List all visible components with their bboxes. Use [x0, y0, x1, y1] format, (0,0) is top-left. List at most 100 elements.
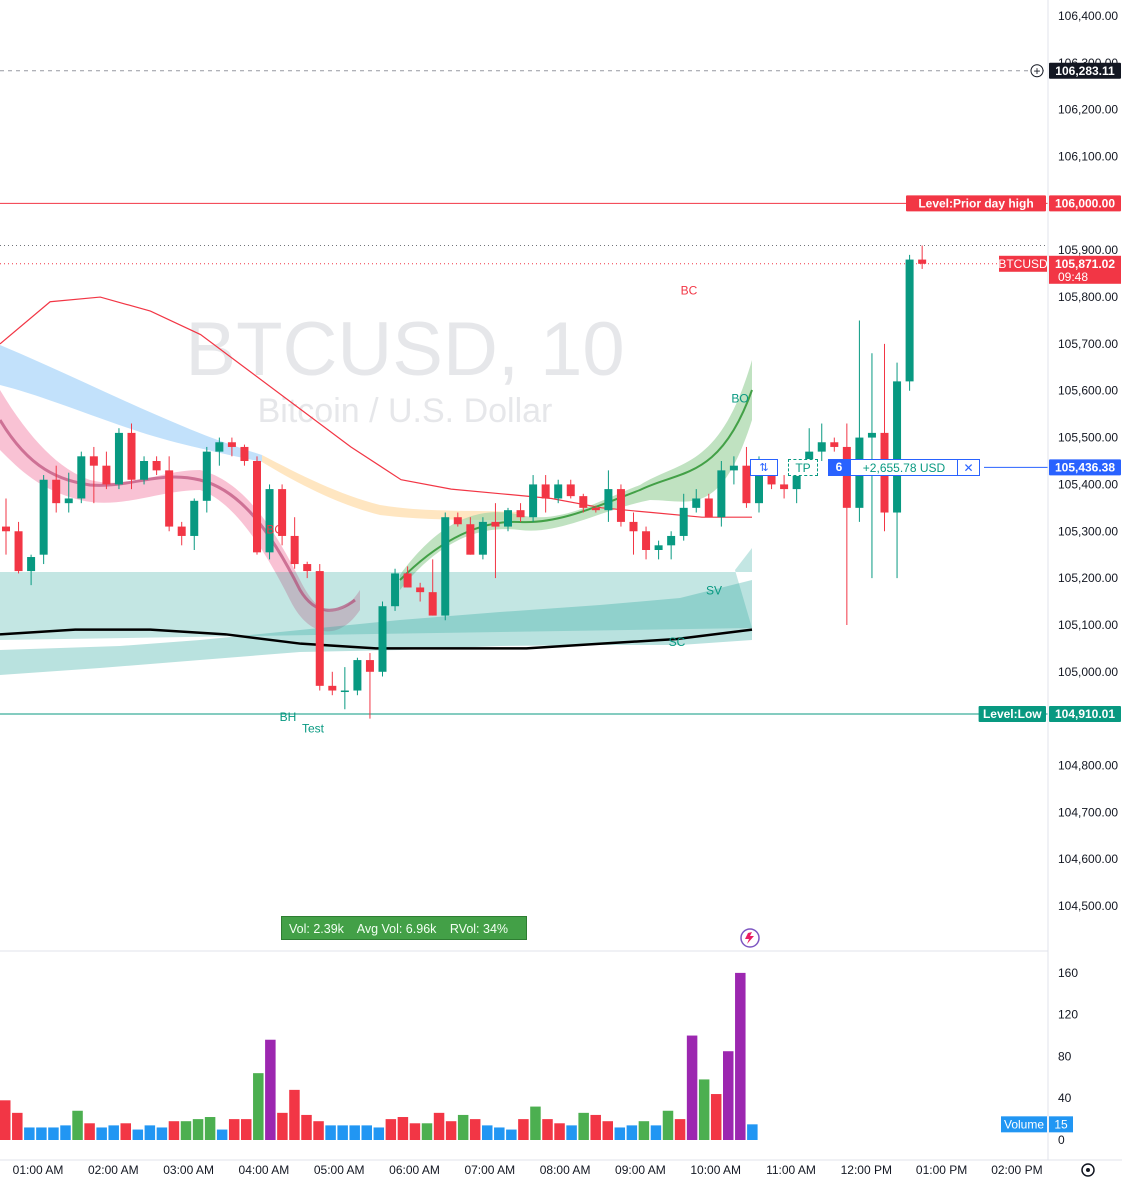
candle-body: [14, 531, 23, 572]
avg-vol-value: Avg Vol: 6.96k: [356, 922, 437, 936]
candle-body: [265, 489, 274, 553]
candle-body: [842, 446, 851, 508]
price-tick-label: 106,400.00: [1058, 9, 1118, 23]
volume-bar: [277, 1112, 288, 1140]
volume-bar: [674, 1119, 686, 1140]
teal-cloud-lower: [0, 580, 752, 675]
price-tick-label: 105,700.00: [1058, 337, 1118, 351]
candle-body: [165, 470, 174, 527]
signal-label: SC: [669, 635, 686, 649]
candle-body: [566, 484, 575, 497]
candle-body: [817, 442, 826, 452]
candle-body: [102, 465, 111, 485]
candle-body: [64, 498, 73, 504]
signal-label: Test: [302, 722, 325, 736]
time-tick-label: 09:00 AM: [615, 1163, 666, 1177]
volume-bar: [457, 1114, 469, 1140]
candle-body: [604, 489, 613, 511]
candle-body: [642, 531, 651, 550]
watermark-description: Bitcoin / U.S. Dollar: [258, 392, 553, 430]
time-tick-label: 06:00 AM: [389, 1163, 440, 1177]
signal-label: BC: [681, 284, 698, 298]
volume-axis[interactable]: 160 120 80 40 0: [1058, 966, 1078, 1147]
candle-body: [391, 573, 400, 607]
symbol-tag: BTCUSD: [998, 257, 1048, 271]
gear-icon[interactable]: [1081, 1163, 1095, 1177]
candle-body: [629, 521, 638, 532]
volume-bar: [265, 1039, 276, 1140]
volume-bar: [373, 1127, 385, 1140]
plus-sign: +: [1033, 64, 1040, 78]
plus-circle-icon: [1030, 64, 1044, 78]
volume-bar: [108, 1125, 119, 1140]
signal-label: BO: [731, 391, 748, 405]
candle-body: [554, 484, 563, 499]
time-tick-label: 03:00 AM: [163, 1163, 214, 1177]
volume-bar: [180, 1121, 192, 1140]
volume-bar: [686, 1035, 698, 1140]
volume-value-label: 15: [1054, 1117, 1068, 1131]
candle-body: [215, 442, 224, 452]
blue-cloud-band: [0, 345, 262, 462]
candle-body: [541, 484, 550, 499]
price-axis[interactable]: 106,400.00106,300.00106,200.00106,100.00…: [1058, 9, 1118, 913]
orange-cloud-band: [262, 455, 520, 520]
time-tick-label: 02:00 AM: [88, 1163, 139, 1177]
price-tick-label: 105,500.00: [1058, 431, 1118, 445]
time-axis[interactable]: 01:00 AM 02:00 AM 03:00 AM 04:00 AM 05:00 AM…: [13, 1163, 1043, 1177]
candle-body: [190, 500, 199, 536]
lightning-icon[interactable]: [740, 928, 760, 948]
position-quantity: 6: [828, 459, 850, 476]
price-tick-label: 105,600.00: [1058, 384, 1118, 398]
candle-body: [679, 507, 688, 536]
candle-body: [717, 470, 726, 518]
price-tick-label: 105,100.00: [1058, 618, 1118, 632]
candle-body: [905, 259, 914, 382]
candle-body: [428, 592, 437, 616]
volume-bar: [120, 1123, 131, 1140]
rvol-value: RVol: 34%: [449, 922, 509, 936]
volume-bar: [421, 1123, 433, 1140]
symbol-tag-bg: [999, 255, 1047, 272]
volume-bar: [24, 1127, 35, 1140]
volume-bar: [361, 1125, 372, 1140]
level-price-label-bg: [1049, 705, 1121, 722]
volume-bar: [349, 1125, 360, 1140]
volume-value-bg: [1049, 1116, 1073, 1133]
candle-body: [303, 564, 312, 572]
level-price-label-bg: [1049, 195, 1121, 212]
volume-bar: [397, 1117, 409, 1140]
candle-body: [441, 517, 450, 616]
candle-body: [755, 465, 763, 504]
price-tick-label: 106,100.00: [1058, 150, 1118, 164]
volume-bar: [48, 1127, 59, 1140]
volume-bar: [747, 1124, 758, 1140]
candle-body: [805, 451, 814, 466]
volume-info-box: Vol: 2.39k Avg Vol: 6.96k RVol: 34%: [281, 916, 527, 940]
position-line-widget[interactable]: ⇅ TP 6 +2,655.78 USD ✕: [750, 459, 980, 476]
candle-body: [579, 496, 588, 508]
volume-bar: [735, 972, 746, 1140]
volume-bar: [445, 1121, 457, 1140]
candle-body: [692, 498, 701, 508]
volume-bar: [36, 1127, 47, 1140]
time-tick-label: 04:00 AM: [239, 1163, 290, 1177]
volume-bar: [325, 1125, 336, 1140]
take-profit-button[interactable]: TP: [788, 459, 818, 476]
volume-bar: [638, 1121, 650, 1140]
candle-body: [177, 526, 186, 536]
candle-body: [742, 465, 751, 504]
volume-bar: [602, 1121, 613, 1140]
candle-body: [529, 484, 538, 518]
candle-body: [830, 442, 839, 447]
volume-name-label: Volume: [1004, 1117, 1044, 1131]
volume-bar: [662, 1110, 674, 1140]
close-position-button[interactable]: ✕: [958, 459, 980, 476]
signal-label: BH: [280, 710, 297, 724]
candle-body: [416, 587, 425, 593]
volume-bar: [614, 1127, 626, 1140]
volume-bar: [530, 1106, 541, 1140]
volume-bar: [156, 1127, 168, 1140]
reverse-position-button[interactable]: ⇅: [750, 459, 778, 476]
